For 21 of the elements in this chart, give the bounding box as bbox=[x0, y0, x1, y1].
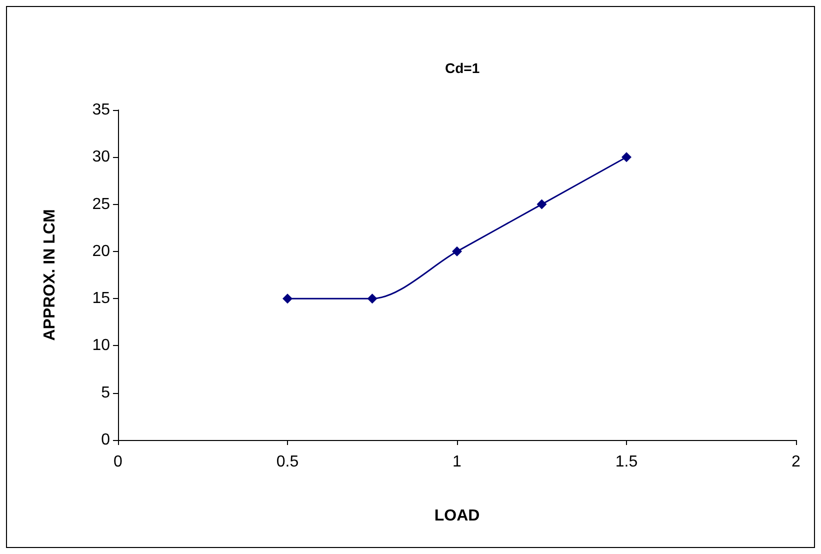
y-tick-label: 30 bbox=[92, 148, 110, 166]
point bbox=[367, 294, 378, 304]
x-tick-label: 1 bbox=[452, 454, 462, 470]
point bbox=[452, 246, 462, 256]
y-axis-title: APPROX. IN LCM bbox=[42, 209, 58, 341]
y-tick-label: 35 bbox=[92, 102, 110, 118]
x-tick-label: 2 bbox=[792, 454, 801, 470]
x-tick-label: 0 bbox=[114, 454, 123, 470]
point bbox=[536, 199, 547, 210]
y-tick-label: 10 bbox=[92, 337, 110, 354]
x-axis-title: LOAD bbox=[434, 508, 480, 524]
y-tick-label: 5 bbox=[101, 384, 110, 402]
x-tick-label: 0.5 bbox=[276, 454, 299, 470]
x-tick-label: 1.5 bbox=[615, 454, 638, 470]
y-tick-label: 15 bbox=[92, 290, 110, 308]
y-tick-label: 0 bbox=[101, 432, 110, 448]
y-tick-label: 20 bbox=[92, 242, 110, 260]
y-tick-label: 25 bbox=[92, 196, 110, 213]
point bbox=[622, 152, 632, 162]
point bbox=[282, 294, 292, 304]
chart-title: Cd=1 bbox=[445, 60, 480, 76]
